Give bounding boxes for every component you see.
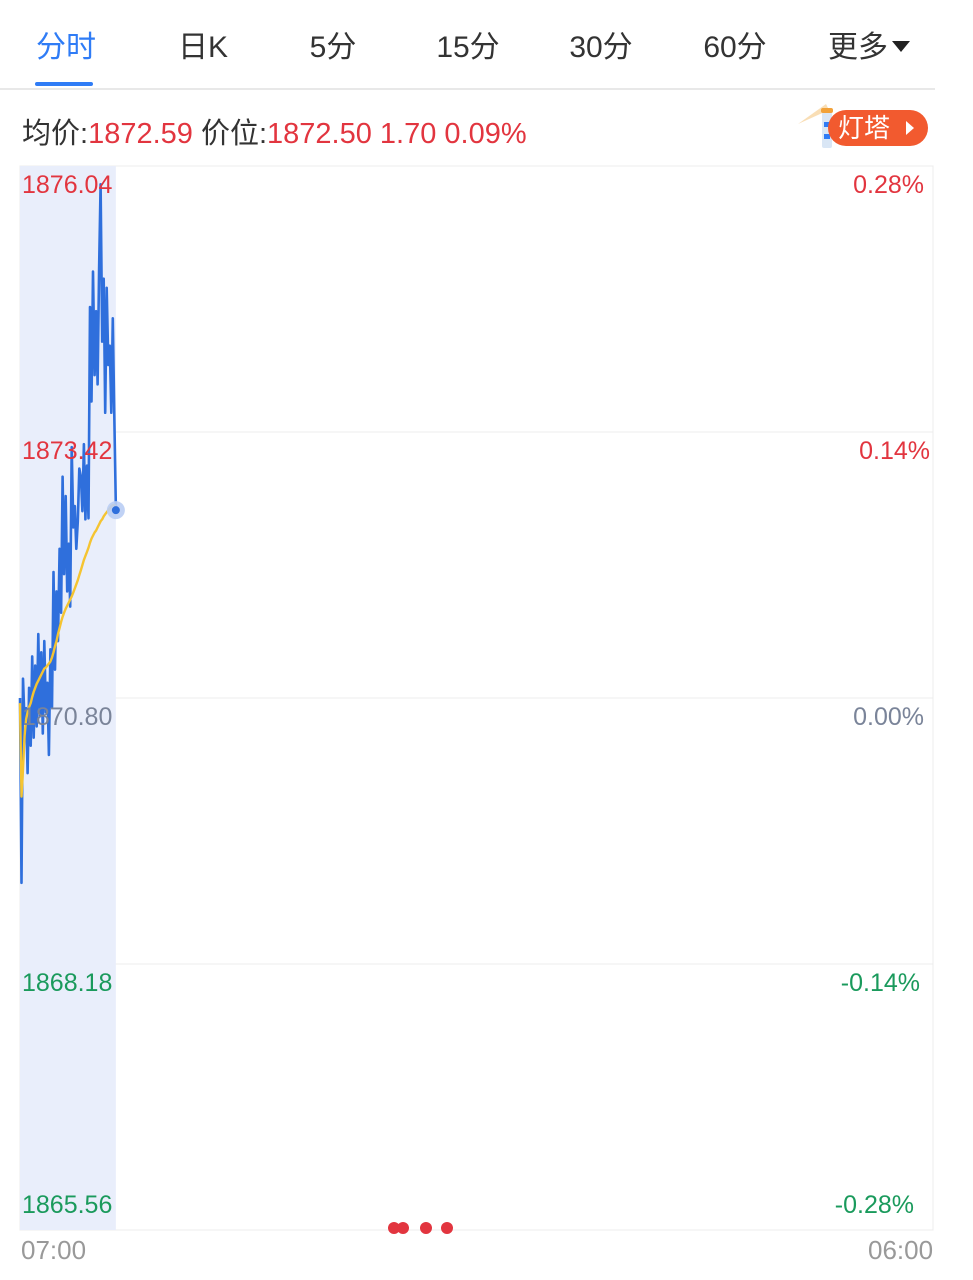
tab-more[interactable]: 更多 [828,22,910,66]
y-tick-right: -0.14% [841,969,920,997]
avg-price-label: 均价: [22,118,89,150]
price-series-line [18,183,118,885]
y-tick-left: 1868.18 [22,969,112,997]
tab-60min[interactable]: 60分 [703,31,767,64]
tab-15min[interactable]: 15分 [436,31,500,64]
y-tick-right: 0.00% [853,703,924,731]
y-tick-right: 0.28% [853,171,924,199]
price-value: 1872.50 [267,118,372,150]
avg-price-value: 1872.59 [88,118,193,150]
page-dot [420,1222,432,1234]
tab-5min[interactable]: 5分 [309,31,357,64]
x-tick-end: 06:00 [868,1235,934,1265]
price-label: 价位: [200,118,268,150]
page-dot [397,1222,409,1234]
lighthouse-button[interactable]: 灯塔 [796,100,931,152]
y-tick-left: 1870.80 [22,703,112,731]
current-point [111,506,120,515]
active-tab-indicator [35,82,93,86]
tab-30min[interactable]: 30分 [569,31,633,64]
caret-down-icon [892,40,910,52]
lighthouse-badge[interactable]: 灯塔 [828,110,928,146]
x-tick-start: 07:00 [21,1235,87,1265]
y-tick-left: 1876.04 [22,171,112,199]
page-indicator[interactable] [388,1222,458,1236]
tab-intraday[interactable]: 分时 [36,31,96,64]
y-tick-left: 1873.42 [22,437,112,465]
period-tab-bar: 分时 日K 5分 15分 30分 60分 更多 [0,0,935,90]
play-arrow-icon [906,121,914,135]
page-dot [441,1222,453,1234]
y-tick-right: 0.14% [859,437,930,465]
y-tick-left: 1865.56 [22,1191,112,1219]
y-tick-right: -0.28% [835,1191,914,1219]
price-change: 1.70 [379,118,437,150]
tab-daily-k[interactable]: 日K [177,31,229,64]
tab-more-label: 更多 [828,31,888,64]
avg-series-line [18,503,117,798]
lighthouse-label: 灯塔 [838,113,891,143]
price-change-pct: 0.09% [444,118,527,150]
price-info-row: 均价:1872.59 价位:1872.50 1.70 0.09% [22,110,527,152]
